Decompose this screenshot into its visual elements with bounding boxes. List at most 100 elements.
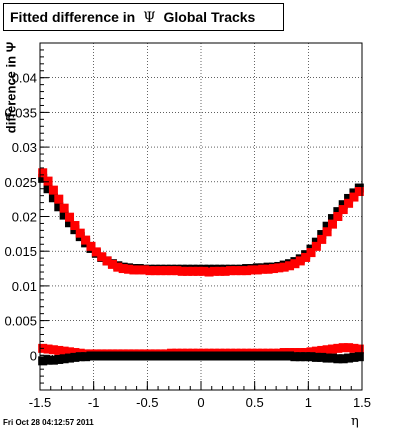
data-point [344, 198, 354, 208]
data-point [220, 266, 230, 276]
data-point [252, 351, 262, 361]
y-tick-label: 0.035 [4, 105, 37, 120]
data-point [220, 351, 230, 361]
data-point [65, 353, 75, 363]
data-point [354, 187, 364, 197]
data-point [263, 351, 273, 361]
data-point [38, 356, 48, 366]
data-point [86, 351, 96, 361]
data-point [344, 343, 354, 353]
data-point [295, 352, 305, 362]
data-point [118, 264, 128, 274]
data-point [327, 353, 337, 363]
data-point [81, 235, 91, 245]
chart-title: Fitted difference in Ψ Global Tracks [10, 9, 255, 26]
data-point [354, 344, 364, 354]
data-point [188, 266, 198, 276]
data-point [166, 351, 176, 361]
data-point [134, 351, 144, 361]
data-point [70, 348, 80, 358]
x-tick-label: 0 [197, 395, 204, 410]
data-point [107, 259, 117, 269]
data-point [145, 266, 155, 276]
data-point [290, 352, 300, 362]
data-point [199, 351, 209, 361]
data-point [327, 219, 337, 229]
data-point [150, 266, 160, 276]
y-tick-label: 0.01 [12, 279, 37, 294]
data-point [215, 266, 225, 276]
data-point [322, 227, 332, 237]
data-point [59, 210, 69, 220]
data-point [140, 265, 150, 275]
data-point [140, 351, 150, 361]
data-point [290, 259, 300, 269]
data-point [252, 265, 262, 275]
data-point [134, 265, 144, 275]
data-point [113, 262, 123, 272]
data-point [333, 212, 343, 221]
data-point [102, 256, 112, 266]
data-point [54, 194, 64, 204]
data-point [311, 346, 321, 356]
data-point [338, 205, 348, 215]
data-point [43, 355, 53, 365]
data-point [65, 347, 75, 357]
data-point [59, 346, 69, 356]
data-point [75, 352, 85, 362]
data-point [65, 218, 75, 228]
data-point [344, 193, 354, 203]
data-point [285, 351, 295, 361]
data-point [258, 351, 268, 361]
x-tick-label: 1 [305, 395, 312, 410]
data-point [317, 234, 327, 244]
data-point [161, 351, 171, 361]
data-point [65, 212, 75, 222]
data-point [38, 173, 48, 183]
data-point [193, 266, 203, 276]
data-point [268, 351, 278, 361]
data-point [327, 214, 337, 224]
data-point [306, 248, 316, 258]
data-point [306, 347, 316, 357]
data-point [247, 351, 257, 361]
data-point [59, 354, 69, 364]
data-point [274, 351, 284, 361]
data-point [166, 266, 176, 276]
data-point [129, 265, 139, 275]
series-3 [38, 351, 364, 366]
data-point [279, 262, 289, 272]
data-point [317, 230, 327, 240]
x-tick-label: -0.5 [136, 395, 158, 410]
data-point [183, 351, 193, 361]
data-point [48, 185, 58, 195]
data-point [236, 351, 246, 361]
x-tick-label: -1 [88, 395, 100, 410]
data-point [54, 345, 64, 355]
data-point [311, 352, 321, 362]
data-point [102, 351, 112, 361]
data-point [333, 343, 343, 353]
data-point [338, 354, 348, 364]
data-point [344, 353, 354, 363]
data-point [129, 351, 139, 361]
axis-ticks: -1.5 -1 -0.5 0 0.5 1 1.5 0 0.005 0.01 0.015 0.02 0.0… [4, 42, 371, 410]
data-point [204, 351, 214, 361]
data-point [354, 352, 364, 362]
data-point [322, 345, 332, 355]
data-point [86, 241, 96, 251]
data-point [54, 202, 64, 212]
x-tick-label: -1.5 [29, 395, 51, 410]
data-point [161, 266, 171, 276]
chart-title-part1: Fitted difference in [10, 9, 136, 25]
y-tick-label: 0.03 [12, 140, 37, 155]
y-tick-label: 0.015 [4, 244, 37, 259]
data-point [333, 354, 343, 364]
data-point [263, 264, 273, 274]
data-point [349, 343, 359, 353]
chart-title-symbol: Ψ [143, 10, 156, 26]
data-point [215, 351, 225, 361]
data-point [172, 266, 182, 276]
series-1 [38, 168, 364, 277]
data-point [338, 343, 348, 353]
